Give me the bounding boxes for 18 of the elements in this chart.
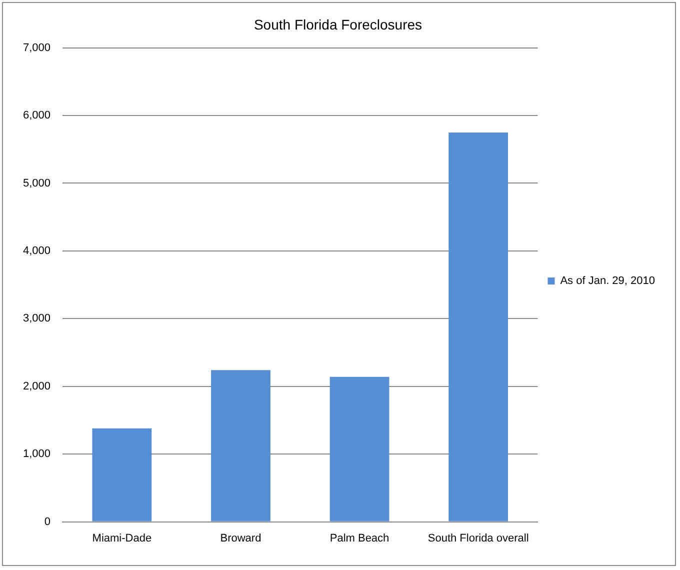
- x-tick-label: Miami-Dade: [92, 532, 152, 544]
- bar: [330, 376, 390, 522]
- y-tick-label: 6,000: [22, 110, 51, 122]
- bar: [92, 428, 152, 522]
- x-tick-label: South Florida overall: [428, 532, 529, 544]
- bar: [211, 370, 270, 522]
- chart-title: South Florida Foreclosures: [254, 16, 422, 32]
- y-tick-label: 4,000: [22, 244, 51, 257]
- y-tick-label: 7,000: [22, 42, 51, 54]
- y-tick-label: 3,000: [22, 312, 51, 325]
- legend-label: As of Jan. 29, 2010: [560, 275, 656, 288]
- y-tick-label: 1,000: [22, 448, 51, 460]
- y-tick-label: 5,000: [22, 177, 51, 190]
- y-tick-label: 2,000: [22, 380, 51, 392]
- y-tick-label: 0: [44, 516, 51, 528]
- bar: [448, 132, 508, 522]
- x-tick-label: Broward: [220, 532, 262, 544]
- x-tick-label: Palm Beach: [330, 532, 390, 544]
